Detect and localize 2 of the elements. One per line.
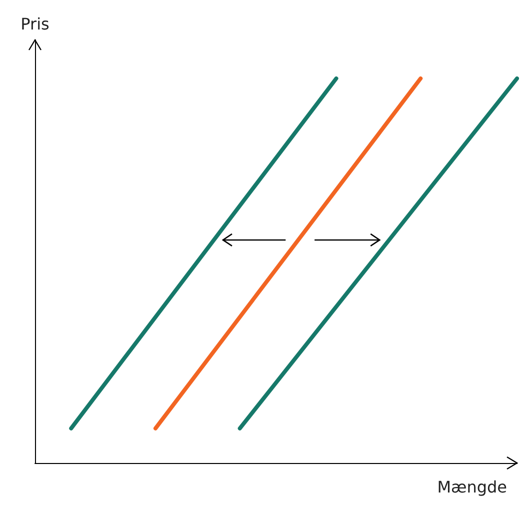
y-axis-title: Pris [20, 14, 50, 34]
x-axis-title: Mængde [437, 478, 507, 496]
